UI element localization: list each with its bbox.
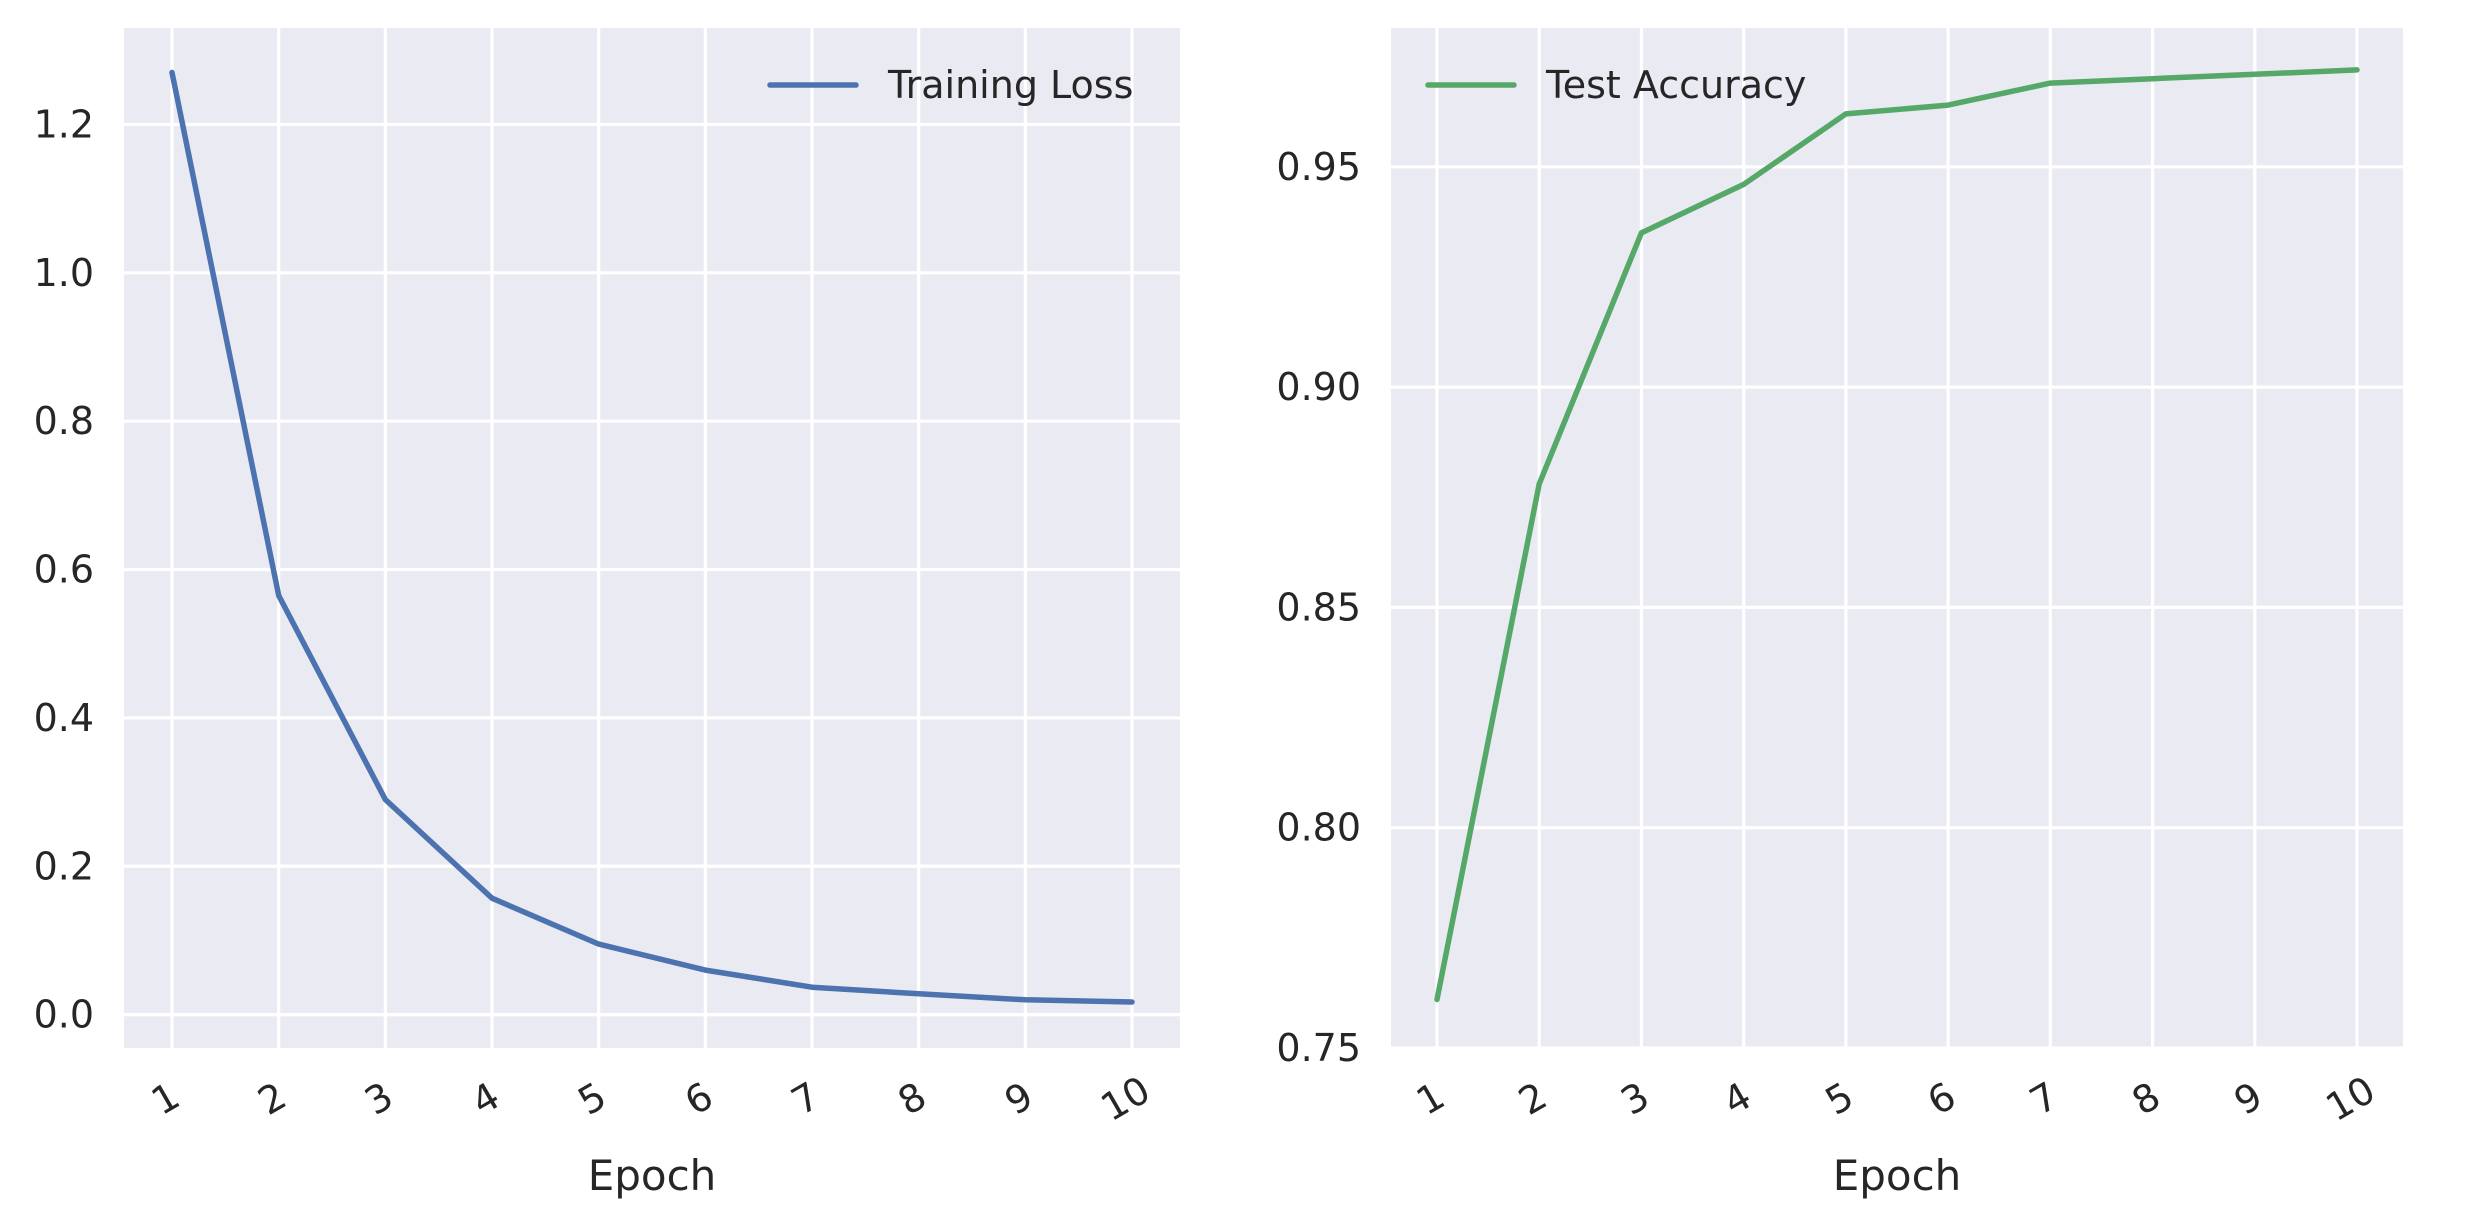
accuracy-series-line [1434,67,2360,1003]
loss-plot-area [124,28,1180,1048]
accuracy-x-axis-label: Epoch [1833,1151,1962,1200]
loss-x-tick-label: 3 [357,1074,400,1124]
loss-x-tick-label: 10 [1094,1068,1158,1130]
accuracy-x-tick-label: 3 [1613,1074,1656,1124]
loss-x-tick-label: 6 [677,1074,720,1124]
accuracy-y-tick-label: 0.75 [1276,1026,1361,1070]
loss-x-tick-label: 5 [571,1074,614,1124]
loss-y-tick-label: 0.0 [34,993,94,1037]
loss-x-axis-label: Epoch [588,1151,717,1200]
loss-y-tick-label: 1.0 [34,251,94,295]
loss-x-tick-label: 8 [891,1074,934,1124]
loss-y-tick-label: 0.4 [34,696,94,740]
accuracy-y-tick-label: 0.80 [1276,806,1361,850]
accuracy-x-tick-label: 7 [2022,1074,2065,1124]
loss-y-tick-label: 0.6 [34,548,94,592]
loss-y-tick-label: 1.2 [34,102,94,146]
accuracy-plot-area [1391,28,2403,1048]
accuracy-legend-label: Test Accuracy [1545,63,1806,107]
accuracy-x-tick-label: 6 [1920,1074,1963,1124]
loss-y-tick-label: 0.2 [34,844,94,888]
accuracy-y-tick-label: 0.95 [1276,145,1361,189]
accuracy-x-tick-label: 8 [2125,1074,2168,1124]
accuracy-y-tick-label: 0.90 [1276,365,1361,409]
loss-y-tick-label: 0.8 [34,399,94,443]
accuracy-x-tick-label: 2 [1511,1074,1554,1124]
loss-series-line [169,69,1135,1005]
accuracy-chart-panel: 1 2 3 4 5 6 7 8 9 10 0.75 0.80 0.85 0.90 0.95 Epoch Test… [1276,28,2403,1200]
loss-x-tick-label: 1 [144,1074,187,1124]
loss-x-tick-label: 9 [997,1074,1040,1124]
loss-x-tick-label: 7 [784,1074,827,1124]
loss-chart-panel: 1 2 3 4 5 6 7 8 9 10 0.0 0.2 0.4 0.6 0.8 1.0 1.2 Epoch Tra… [34,28,1180,1200]
loss-x-tick-label: 2 [251,1074,294,1124]
accuracy-y-tick-label: 0.85 [1276,585,1361,629]
accuracy-x-tick-label: 1 [1409,1074,1452,1124]
accuracy-x-tick-label: 10 [2319,1068,2383,1130]
accuracy-x-tick-label: 4 [1716,1074,1759,1124]
accuracy-x-tick-label: 5 [1818,1074,1861,1124]
accuracy-x-tick-label: 9 [2227,1074,2270,1124]
loss-legend-label: Training Loss [887,63,1133,107]
loss-x-tick-label: 4 [464,1074,507,1124]
